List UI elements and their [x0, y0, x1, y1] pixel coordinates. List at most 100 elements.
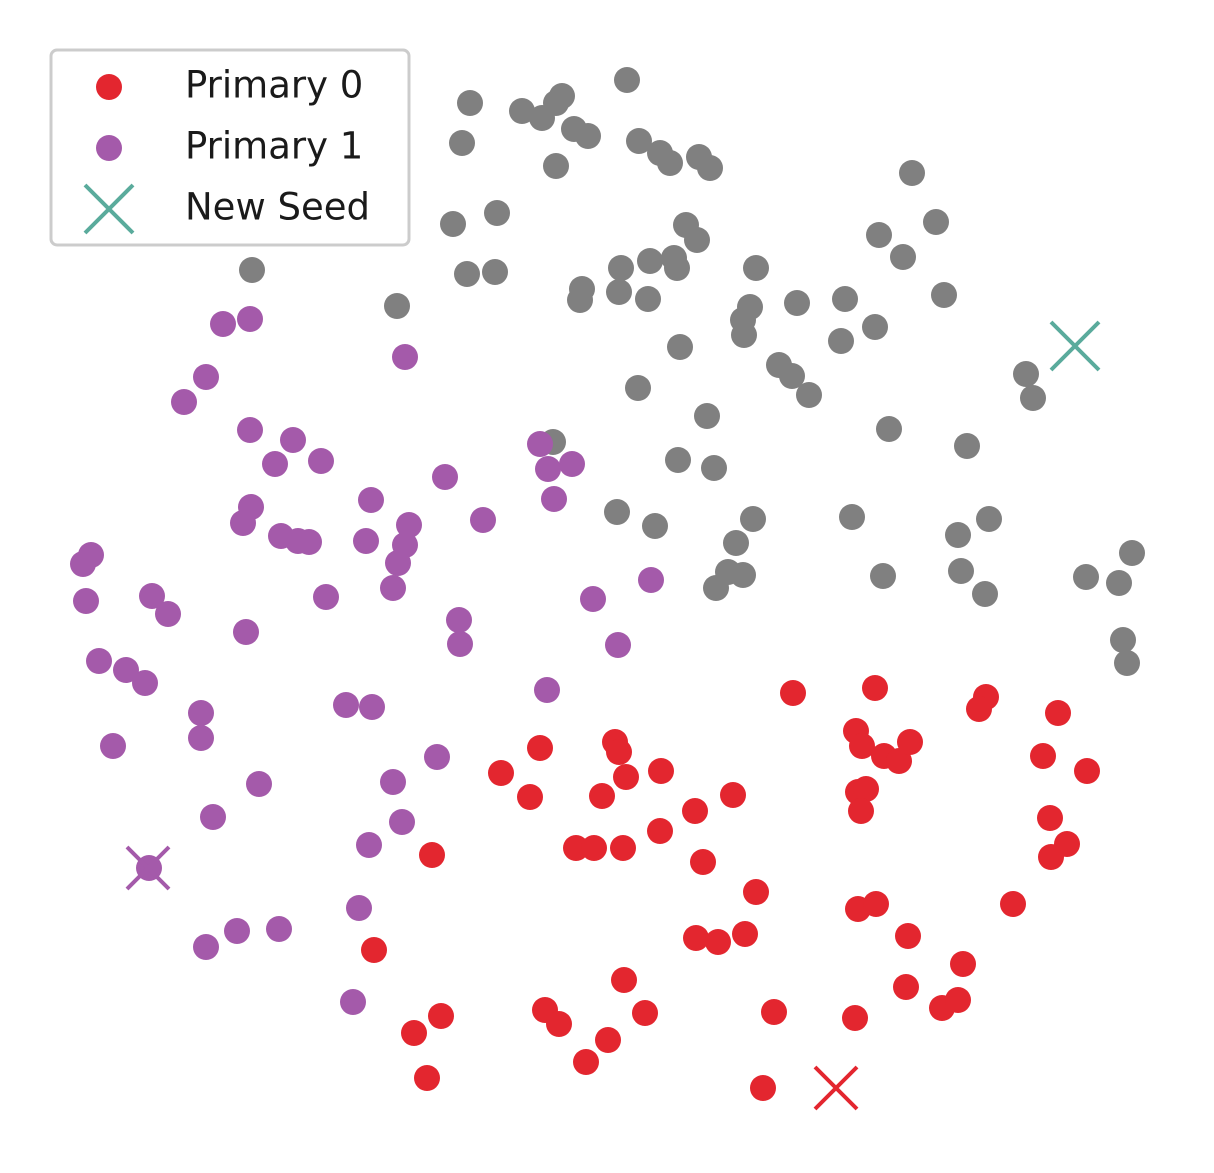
point	[779, 363, 805, 389]
point	[730, 562, 756, 588]
point	[559, 451, 585, 477]
point	[690, 849, 716, 875]
point	[683, 925, 709, 951]
point	[193, 934, 219, 960]
point	[380, 575, 406, 601]
point	[488, 760, 514, 786]
point	[625, 375, 651, 401]
point	[200, 804, 226, 830]
point	[139, 583, 165, 609]
point	[86, 648, 112, 674]
point	[446, 607, 472, 633]
point	[723, 530, 749, 556]
point	[361, 937, 387, 963]
point	[703, 575, 729, 601]
point	[389, 809, 415, 835]
legend-marker	[96, 135, 122, 161]
legend-label: Primary 0	[185, 64, 363, 107]
point	[832, 286, 858, 312]
point	[976, 506, 1002, 532]
point	[188, 700, 214, 726]
point	[731, 322, 757, 348]
point	[541, 486, 567, 512]
point	[1110, 627, 1136, 653]
point	[385, 550, 411, 576]
point	[682, 798, 708, 824]
point	[527, 735, 553, 761]
point	[1013, 361, 1039, 387]
point	[457, 90, 483, 116]
point	[1038, 844, 1064, 870]
point	[237, 417, 263, 443]
point	[470, 507, 496, 533]
seed-marker	[1049, 320, 1101, 372]
point	[380, 769, 406, 795]
point	[1030, 743, 1056, 769]
point	[401, 1020, 427, 1046]
point	[972, 581, 998, 607]
point	[563, 835, 589, 861]
point	[575, 123, 601, 149]
legend-label: Primary 1	[185, 125, 363, 168]
point	[897, 729, 923, 755]
point	[613, 764, 639, 790]
point	[237, 306, 263, 332]
point	[392, 344, 418, 370]
point	[784, 290, 810, 316]
legend-marker	[96, 74, 122, 100]
point	[70, 551, 96, 577]
point	[1073, 564, 1099, 590]
point	[280, 427, 306, 453]
point	[73, 588, 99, 614]
point	[567, 287, 593, 313]
point	[454, 261, 480, 287]
point	[848, 798, 874, 824]
point	[424, 744, 450, 770]
point	[899, 160, 925, 186]
point	[720, 782, 746, 808]
marker-stroke	[83, 183, 135, 235]
point	[870, 563, 896, 589]
legend-box	[49, 48, 411, 247]
point	[543, 153, 569, 179]
seed-marker	[125, 845, 171, 891]
point	[796, 382, 822, 408]
point	[684, 227, 710, 253]
legend-marker	[83, 183, 135, 235]
point	[705, 929, 731, 955]
marker-stroke	[1049, 320, 1101, 372]
point	[657, 150, 683, 176]
point	[954, 433, 980, 459]
point	[534, 677, 560, 703]
point	[535, 456, 561, 482]
point	[610, 835, 636, 861]
point	[638, 567, 664, 593]
point	[224, 918, 250, 944]
point	[580, 586, 606, 612]
seed-marker	[813, 1065, 859, 1111]
point	[862, 675, 888, 701]
point	[635, 286, 661, 312]
point	[517, 784, 543, 810]
point	[664, 255, 690, 281]
point	[895, 923, 921, 949]
point	[414, 1065, 440, 1091]
point	[626, 128, 652, 154]
point	[966, 696, 992, 722]
point	[193, 364, 219, 390]
point	[581, 835, 607, 861]
point	[333, 692, 359, 718]
point	[1037, 805, 1063, 831]
point	[419, 842, 445, 868]
point	[340, 989, 366, 1015]
point	[614, 67, 640, 93]
point	[950, 951, 976, 977]
point	[648, 758, 674, 784]
point	[862, 314, 888, 340]
point	[308, 448, 334, 474]
point	[1020, 385, 1046, 411]
point	[740, 506, 766, 532]
point	[346, 895, 372, 921]
point	[396, 512, 422, 538]
